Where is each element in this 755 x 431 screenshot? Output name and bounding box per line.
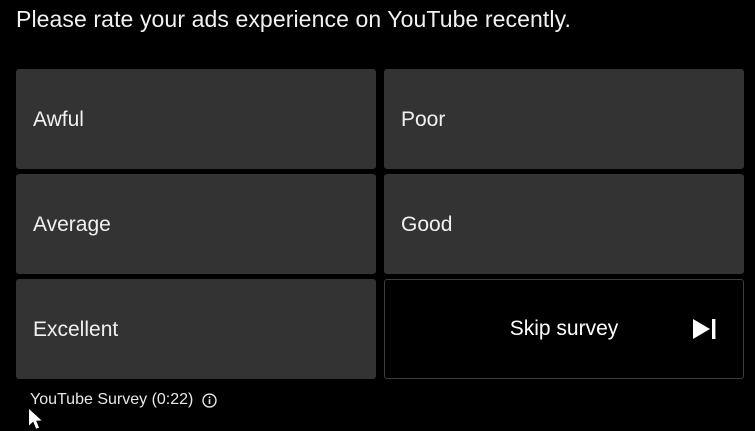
survey-footer-label: YouTube Survey (0:22) xyxy=(30,391,194,408)
survey-option-awful[interactable]: Awful xyxy=(16,69,376,169)
info-icon[interactable] xyxy=(202,392,218,408)
survey-option-label: Good xyxy=(401,212,453,236)
mouse-cursor-icon xyxy=(29,409,42,429)
survey-option-excellent[interactable]: Excellent xyxy=(16,279,376,379)
survey-options-grid: Awful Poor Average Good Excellent Skip s… xyxy=(16,69,744,379)
survey-option-label: Excellent xyxy=(33,317,119,341)
survey-footer: YouTube Survey (0:22) xyxy=(30,391,218,409)
survey-option-good[interactable]: Good xyxy=(384,174,744,274)
survey-question-text: Please rate your ads experience on YouTu… xyxy=(16,6,571,32)
survey-option-label: Average xyxy=(33,212,111,236)
youtube-ad-survey-overlay: Please rate your ads experience on YouTu… xyxy=(16,6,744,429)
survey-option-label: Awful xyxy=(33,107,84,131)
survey-option-poor[interactable]: Poor xyxy=(384,69,744,169)
survey-option-average[interactable]: Average xyxy=(16,174,376,274)
skip-survey-button[interactable]: Skip survey xyxy=(384,279,744,379)
survey-option-label: Poor xyxy=(401,107,446,131)
skip-survey-label: Skip survey xyxy=(509,317,619,340)
skip-next-icon xyxy=(693,319,716,339)
